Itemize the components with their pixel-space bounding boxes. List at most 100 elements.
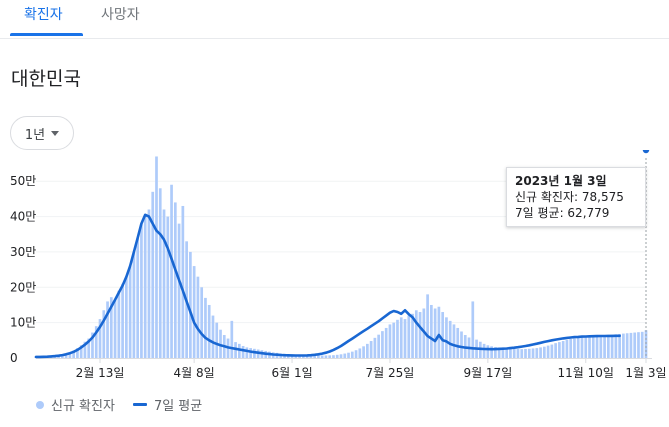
bar: [354, 350, 358, 358]
bar: [573, 338, 576, 358]
bar: [350, 351, 354, 358]
bar: [644, 330, 648, 358]
bar: [392, 322, 396, 358]
bar: [384, 327, 388, 358]
bar: [396, 319, 399, 358]
average-line: [34, 213, 621, 359]
dot-icon: [36, 400, 44, 409]
bar: [196, 276, 200, 358]
bar: [94, 326, 98, 358]
bar: [441, 312, 445, 358]
bar: [501, 347, 505, 358]
tab-confirmed[interactable]: 확진자: [24, 7, 63, 23]
bar: [591, 336, 595, 358]
bar: [64, 353, 68, 358]
bar: [637, 332, 640, 358]
bar: [192, 266, 196, 358]
bar: [343, 353, 347, 358]
bar: [430, 304, 433, 358]
bar: [158, 188, 162, 358]
y-tick-label: 10만: [10, 316, 36, 330]
bar: [245, 347, 249, 358]
bar: [317, 355, 320, 358]
bar: [332, 355, 335, 358]
bar: [113, 299, 117, 358]
x-tick-label: 6월 1일: [271, 366, 312, 380]
bar: [418, 312, 422, 358]
bar: [136, 237, 140, 358]
region-title: 대한민국: [11, 68, 81, 90]
y-tick-label: 40만: [10, 210, 36, 224]
bar: [109, 297, 113, 358]
bar: [509, 348, 512, 358]
y-tick-label: 0: [10, 351, 18, 365]
bar: [79, 345, 83, 358]
bar: [497, 347, 501, 358]
bar: [128, 266, 132, 358]
bar: [580, 337, 584, 358]
bar: [219, 329, 222, 358]
bar: [388, 324, 392, 358]
bar: [550, 344, 554, 358]
bar: [452, 324, 456, 358]
bar: [173, 202, 177, 358]
bar: [520, 349, 524, 358]
bar: [554, 343, 557, 358]
x-tick-label: 2월 13일: [76, 366, 125, 380]
bar: [339, 354, 343, 358]
bar: [143, 216, 147, 358]
bar: [486, 345, 490, 358]
bar: [411, 313, 414, 358]
bar: [542, 346, 546, 358]
legend-label-line: 7일 평균: [153, 399, 203, 414]
bar: [561, 341, 565, 358]
bar: [595, 336, 599, 358]
x-tick-label: 1월 3일: [625, 366, 666, 380]
bar: [381, 331, 384, 358]
bar: [460, 331, 463, 358]
tab-deaths[interactable]: 사망자: [101, 7, 140, 23]
bar: [125, 276, 128, 358]
cases-chart: 0 10만 20만 30만 40만 50만 2월 13일 4월 8일 6월 1일 7월 25일 9월…: [10, 150, 667, 380]
bar: [200, 287, 204, 358]
bar: [625, 333, 629, 358]
bar: [614, 334, 618, 358]
chart-tooltip: 2023년 1월 3일 신규 확진자: 78,575 7일 평균: 62,779: [506, 167, 646, 227]
bar: [151, 191, 155, 358]
range-label: 1년: [24, 127, 46, 143]
bar: [524, 348, 527, 358]
bar: [471, 301, 475, 358]
x-tick-label: 11월 10일: [558, 366, 614, 380]
bar: [433, 308, 437, 358]
bar: [535, 348, 539, 358]
bar: [407, 315, 411, 358]
bar: [448, 320, 452, 358]
bar: [102, 310, 106, 358]
bar: [539, 347, 542, 358]
bar: [140, 223, 143, 358]
bar: [610, 334, 614, 358]
bar: [83, 341, 87, 358]
bar: [606, 335, 610, 358]
bar: [369, 341, 373, 358]
bar: [237, 343, 241, 358]
bar: [603, 335, 606, 358]
bar: [426, 294, 429, 358]
range-dropdown[interactable]: 1년: [10, 116, 74, 150]
bar: [456, 327, 460, 358]
bar: [373, 337, 377, 358]
bar: [629, 332, 633, 358]
chart-legend: 신규 확진자 7일 평균: [36, 395, 220, 414]
bar: [565, 339, 569, 358]
bar: [531, 348, 535, 358]
active-tab-indicator: [10, 33, 83, 36]
tooltip-new-cases: 신규 확진자: 78,575: [515, 190, 624, 204]
line-icon: [132, 403, 147, 406]
bar: [98, 319, 102, 358]
bar: [91, 332, 94, 358]
bar: [445, 317, 448, 358]
y-tick-label: 20만: [10, 280, 36, 294]
bar: [527, 348, 531, 358]
bar: [414, 310, 418, 358]
y-tick-label: 30만: [10, 245, 36, 259]
